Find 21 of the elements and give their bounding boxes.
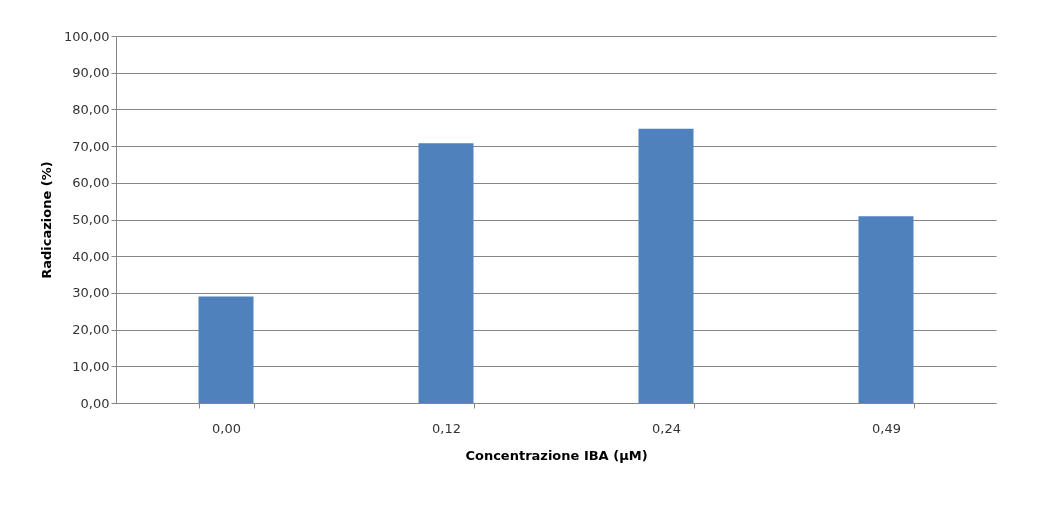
y-tick-label: 60,00	[72, 175, 110, 191]
y-tick-label: 100,00	[64, 28, 110, 44]
x-tick-label: 0,12	[432, 420, 461, 436]
bar	[198, 296, 254, 403]
x-tick-label: 0,24	[652, 420, 681, 436]
y-tick-label: 40,00	[72, 248, 110, 264]
y-tick-label: 50,00	[72, 212, 110, 227]
bar	[418, 143, 474, 403]
y-tick-label: 80,00	[72, 101, 110, 117]
y-axis-title: Radicazione (%)	[39, 161, 55, 279]
y-tick-label: 90,00	[72, 65, 110, 81]
x-axis-title: Concentrazione IBA (µM)	[465, 447, 648, 463]
y-tick-label: 30,00	[72, 285, 110, 301]
y-tick-label: 20,00	[72, 322, 110, 338]
y-tick-label: 10,00	[72, 358, 110, 374]
bar	[638, 128, 694, 403]
x-tick-label: 0,49	[872, 420, 901, 436]
bar	[858, 216, 914, 403]
y-tick-label: 0,00	[80, 395, 110, 411]
x-tick-label: 0,00	[212, 420, 241, 436]
y-tick-label: 70,00	[72, 138, 110, 154]
